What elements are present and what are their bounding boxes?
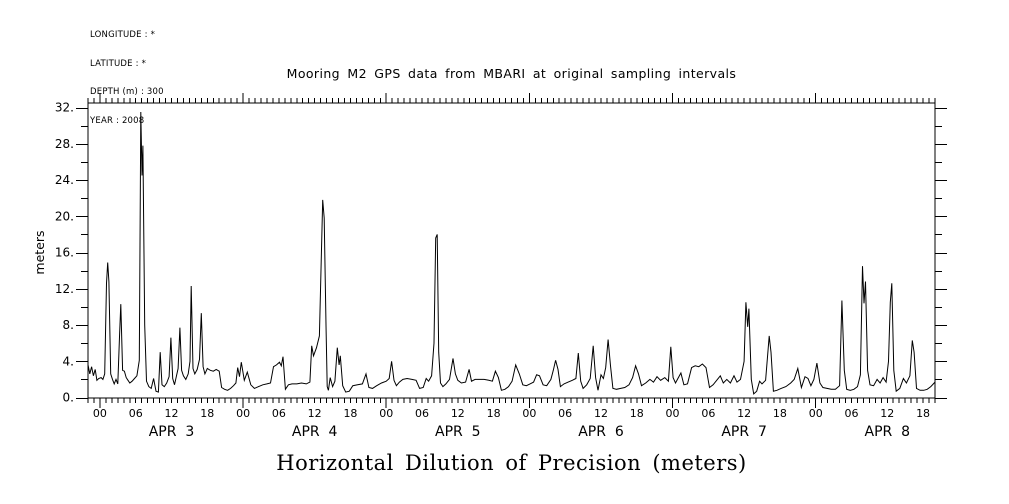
y-axis-ticks: [76, 108, 947, 399]
metadata-block: LONGITUDE : * LATITUDE : * DEPTH (m) : 3…: [90, 12, 164, 145]
y-axis-labels: 0. 4. 8. 12. 16. 20. 24. 28. 32.: [55, 101, 74, 405]
x-day-label: APR 7: [721, 424, 767, 440]
x-day-label: APR 8: [865, 424, 911, 440]
x-day-label: APR 4: [292, 424, 338, 440]
x-hour-label: 06: [129, 407, 143, 420]
x-axis-bottom-title: Horizontal Dilution of Precision (meters…: [276, 451, 747, 475]
y-tick-label: 32.: [55, 101, 74, 115]
chart-title: Mooring M2 GPS data from MBARI at origin…: [286, 66, 737, 81]
x-day-label: APR 3: [149, 424, 195, 440]
plot-frame: [87, 102, 936, 399]
y-tick-label: 28.: [55, 137, 74, 151]
metadata-year: YEAR : 2008: [90, 115, 145, 126]
x-hour-label: 00: [522, 407, 536, 420]
x-hour-label: 12: [737, 407, 751, 420]
x-hour-label: 06: [558, 407, 572, 420]
x-hour-label: 00: [236, 407, 250, 420]
metadata-latitude: LATITUDE : *: [90, 58, 147, 69]
x-axis-labels: 00 06 12 18 APR 3 00 06 12 18 APR 4 00 06 12 18 APR 5 0…: [93, 407, 930, 440]
x-hour-label: 12: [451, 407, 465, 420]
x-hour-label: 18: [773, 407, 787, 420]
y-tick-label: 20.: [55, 209, 74, 223]
x-hour-label: 12: [880, 407, 894, 420]
x-day-label: APR 5: [435, 424, 481, 440]
x-hour-label: 06: [415, 407, 429, 420]
x-hour-label: 06: [701, 407, 715, 420]
metadata-longitude: LONGITUDE : *: [90, 30, 156, 40]
x-hour-label: 06: [844, 407, 858, 420]
metadata-depth: DEPTH (m) : 300: [90, 87, 164, 97]
x-hour-label: 12: [594, 407, 608, 420]
y-tick-label: 8.: [63, 318, 74, 332]
hdop-series-line: [87, 111, 936, 395]
y-axis-title: meters: [32, 230, 47, 274]
x-hour-label: 12: [308, 407, 322, 420]
x-hour-label: 18: [200, 407, 214, 420]
y-tick-label: 12.: [55, 282, 74, 296]
y-tick-label: 24.: [55, 173, 74, 187]
x-axis-ticks: [87, 93, 936, 408]
x-hour-label: 00: [379, 407, 393, 420]
x-hour-label: 18: [487, 407, 501, 420]
x-hour-label: 18: [630, 407, 644, 420]
y-tick-label: 4.: [63, 354, 74, 368]
x-hour-label: 00: [809, 407, 823, 420]
x-hour-label: 18: [916, 407, 930, 420]
y-tick-label: 16.: [55, 246, 74, 260]
x-hour-label: 18: [343, 407, 357, 420]
x-hour-label: 00: [93, 407, 107, 420]
y-tick-label: 0.: [63, 391, 74, 405]
x-day-label: APR 6: [578, 424, 624, 440]
x-hour-label: 00: [666, 407, 680, 420]
x-hour-label: 06: [272, 407, 286, 420]
x-hour-label: 12: [165, 407, 179, 420]
